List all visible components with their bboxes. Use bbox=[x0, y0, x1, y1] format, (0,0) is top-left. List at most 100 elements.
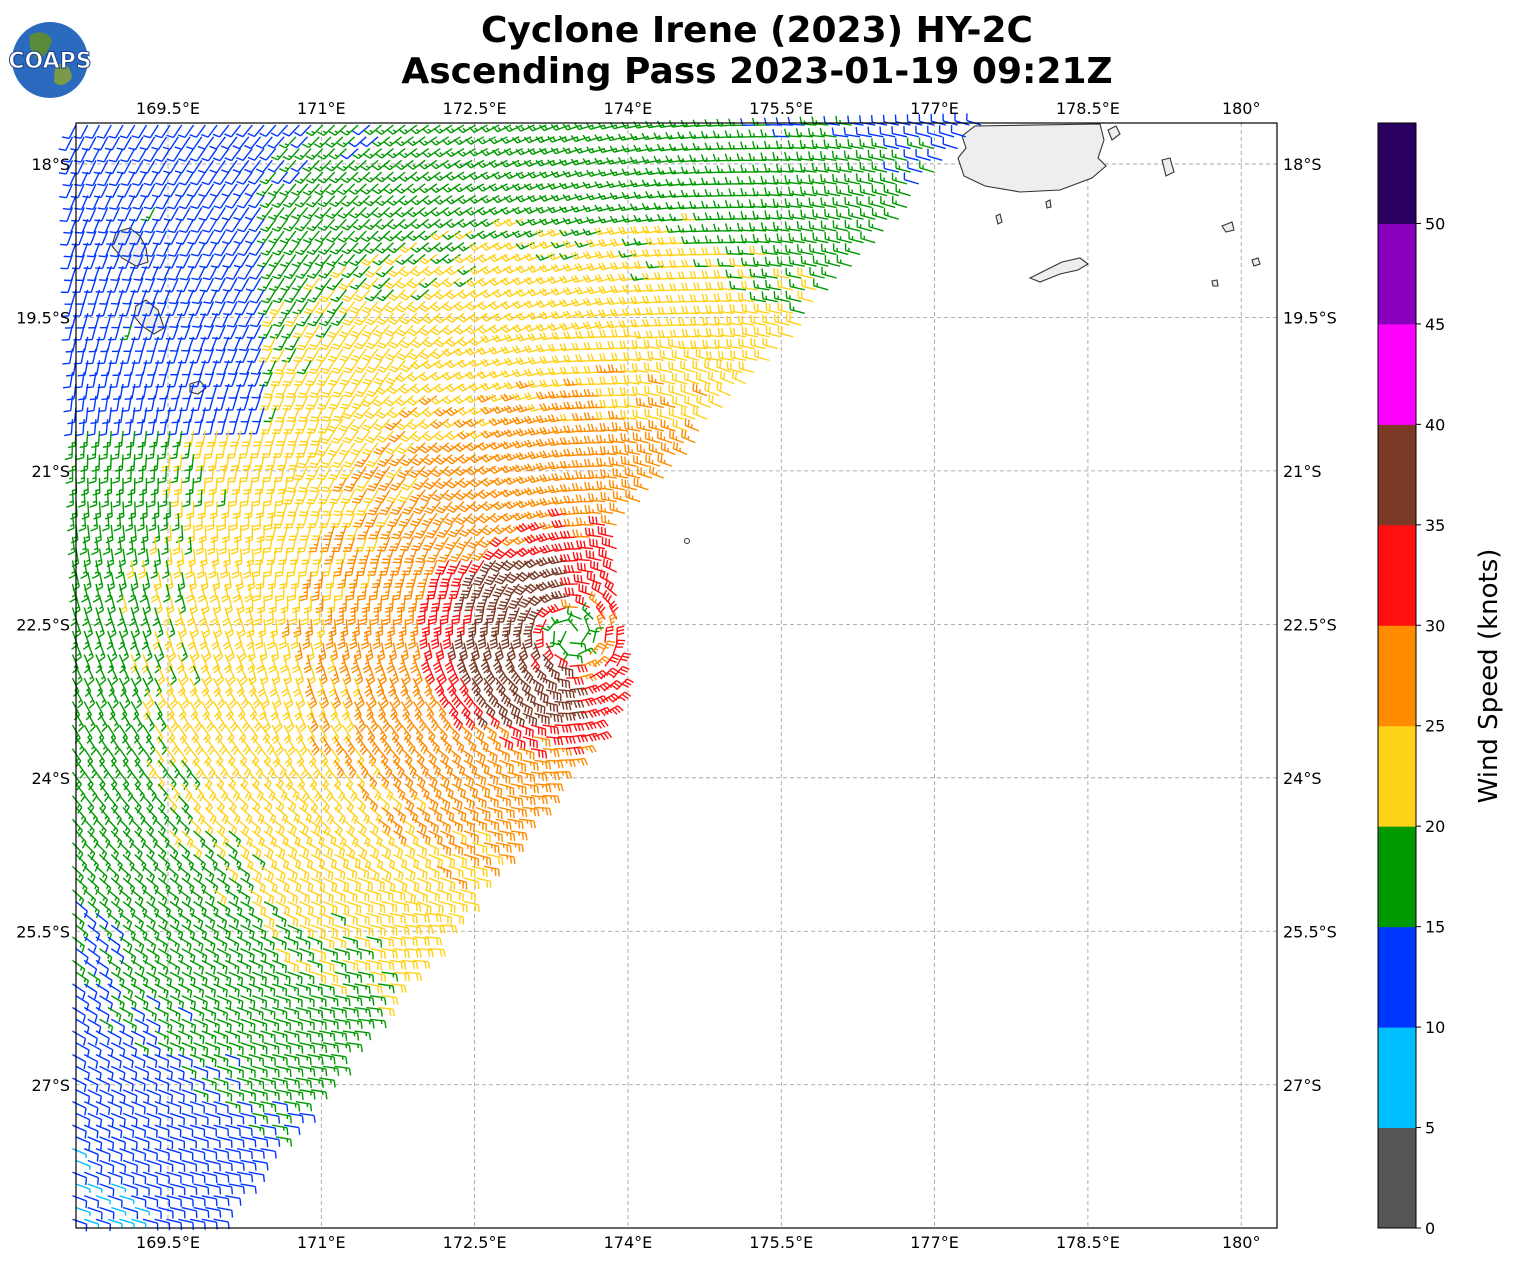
wind-barb bbox=[784, 128, 802, 138]
wind-barb bbox=[586, 146, 606, 154]
wind-barb bbox=[96, 124, 112, 139]
logo-text: COAPS bbox=[8, 49, 91, 74]
wind-barb bbox=[775, 140, 794, 150]
lon-tick-label-bottom: 174°E bbox=[604, 1233, 653, 1252]
wind-barb bbox=[468, 124, 488, 133]
lat-tick-label-left: 19.5°S bbox=[16, 308, 70, 327]
wind-barb bbox=[73, 148, 89, 163]
wind-barb bbox=[340, 148, 359, 160]
colorbar-segment bbox=[1378, 826, 1416, 928]
wind-barb bbox=[235, 124, 253, 138]
wind-barb bbox=[550, 123, 570, 131]
colorbar-tick-label: 30 bbox=[1425, 616, 1445, 635]
wind-barb bbox=[64, 419, 74, 437]
wind-barb bbox=[62, 372, 74, 389]
wind-barb bbox=[488, 136, 508, 145]
lon-tick-label-top: 172.5°E bbox=[443, 99, 507, 118]
colorbar-tick-label: 5 bbox=[1425, 1119, 1435, 1138]
lat-tick-label-left: 27°S bbox=[31, 1076, 70, 1095]
wind-barb bbox=[811, 139, 829, 150]
wind-barb bbox=[823, 139, 841, 150]
lat-tick-label-right: 25.5°S bbox=[1283, 922, 1337, 941]
wind-barb bbox=[938, 125, 955, 138]
wind-barb bbox=[492, 147, 512, 156]
map-background bbox=[76, 123, 1277, 1228]
wind-barb bbox=[247, 124, 265, 138]
coaps-logo: COAPS bbox=[8, 22, 92, 98]
wind-barb bbox=[574, 146, 594, 154]
wind-barb bbox=[562, 123, 582, 131]
wind-barb bbox=[894, 137, 911, 150]
wind-barb bbox=[73, 124, 89, 139]
wind-barb bbox=[441, 136, 461, 146]
colorbar-segment bbox=[1378, 725, 1416, 827]
wind-barb bbox=[352, 148, 371, 160]
wind-barb bbox=[244, 136, 262, 150]
wind-barb bbox=[325, 159, 344, 172]
lat-tick-label-left: 25.5°S bbox=[16, 922, 70, 941]
wind-barb bbox=[480, 124, 500, 133]
wind-barb bbox=[328, 124, 347, 136]
wind-barb bbox=[197, 159, 215, 174]
wind-barb bbox=[64, 442, 74, 461]
colorbar-segment bbox=[1378, 223, 1416, 325]
land-islet-5 bbox=[1251, 257, 1261, 267]
wind-barb bbox=[465, 136, 485, 145]
wind-barb bbox=[178, 148, 195, 162]
lon-tick-label-bottom: 180° bbox=[1222, 1233, 1261, 1252]
land-islet-2 bbox=[1161, 157, 1175, 177]
land-islet-3 bbox=[1221, 221, 1235, 233]
wind-barb bbox=[445, 147, 465, 158]
wind-barb bbox=[279, 159, 297, 173]
lat-tick-label-right: 24°S bbox=[1283, 769, 1322, 788]
wind-barb bbox=[313, 136, 332, 148]
wind-barb bbox=[189, 148, 206, 162]
land-tanna bbox=[133, 299, 165, 335]
wind-barb bbox=[259, 124, 277, 137]
colorbar-segment bbox=[1378, 524, 1416, 626]
wind-barb bbox=[795, 128, 814, 138]
wind-barb bbox=[363, 148, 383, 159]
wind-barb bbox=[69, 583, 77, 603]
wind-barb bbox=[371, 136, 391, 147]
wind-barb bbox=[677, 131, 696, 140]
wind-barb bbox=[665, 131, 684, 140]
wind-barb bbox=[883, 138, 899, 150]
wind-barb bbox=[819, 127, 837, 138]
lon-tick-label-bottom: 172.5°E bbox=[443, 1233, 507, 1252]
wind-barb bbox=[927, 125, 943, 138]
wind-barb bbox=[906, 137, 923, 150]
wind-barb bbox=[855, 126, 872, 138]
wind-barb bbox=[633, 144, 653, 153]
wind-barb bbox=[656, 143, 676, 152]
wind-barb bbox=[433, 124, 453, 134]
colorbar-tick-label: 10 bbox=[1425, 1018, 1445, 1037]
wind-barb bbox=[255, 136, 273, 149]
wind-barb bbox=[527, 124, 547, 132]
wind-barb bbox=[480, 147, 500, 157]
lat-tick-label-left: 18°S bbox=[31, 155, 70, 174]
wind-barb bbox=[336, 136, 356, 148]
lon-tick-label-top: 171°E bbox=[297, 99, 346, 118]
colorbar-segment bbox=[1378, 424, 1416, 526]
wind-barb bbox=[360, 159, 379, 171]
land-kadavu bbox=[1028, 257, 1089, 283]
wind-barb bbox=[66, 383, 77, 401]
lon-tick-label-top: 175.5°E bbox=[749, 99, 813, 118]
wind-barb bbox=[582, 134, 602, 142]
wind-barb bbox=[337, 159, 356, 172]
wind-barb bbox=[154, 124, 171, 139]
wind-barb bbox=[270, 124, 289, 137]
lon-tick-label-top: 177°E bbox=[910, 99, 959, 118]
landmasses bbox=[111, 123, 1261, 544]
wind-barb bbox=[232, 136, 250, 150]
wind-barb bbox=[348, 136, 367, 148]
wind-barb bbox=[267, 159, 285, 173]
wind-barb bbox=[645, 120, 664, 129]
lon-tick-label-top: 178.5°E bbox=[1056, 99, 1120, 118]
wind-barb bbox=[468, 147, 488, 157]
wind-barb bbox=[476, 136, 496, 145]
wind-barb bbox=[224, 124, 242, 138]
wind-barb bbox=[363, 124, 383, 136]
lon-tick-label-top: 180° bbox=[1222, 99, 1261, 118]
